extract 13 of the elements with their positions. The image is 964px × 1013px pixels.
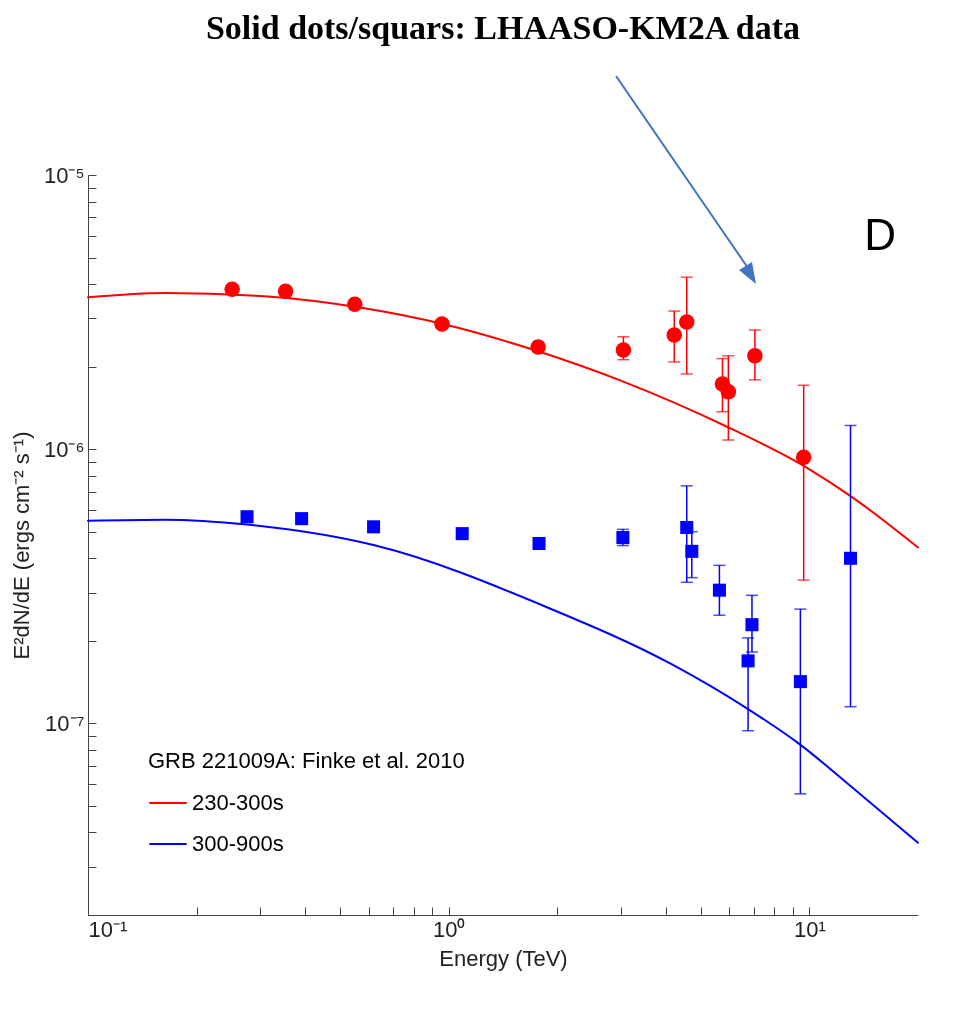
annotation: D [864, 210, 896, 259]
legend-title: GRB 221009A: Finke et al. 2010 [148, 748, 465, 773]
x-tick-label: 10⁰ [432, 916, 466, 942]
x-tick-label: 10⁻¹ [88, 916, 128, 942]
x-axis-title: Energy (TeV) [439, 945, 568, 971]
legend-label: 230-300s [192, 790, 284, 815]
x-tick-label: 10¹ [794, 916, 826, 942]
legend-label: 300-900s [192, 831, 284, 856]
y-tick-label: 10⁻⁶ [43, 436, 85, 462]
y-axis-title: E²dN/dE (ergs cm⁻² s⁻¹) [8, 431, 34, 660]
y-tick-label: 10⁻⁷ [45, 710, 85, 736]
chart-title: Solid dots/squars: LHAASO-KM2A data [205, 9, 801, 46]
y-tick-label: 10⁻⁵ [43, 162, 85, 188]
